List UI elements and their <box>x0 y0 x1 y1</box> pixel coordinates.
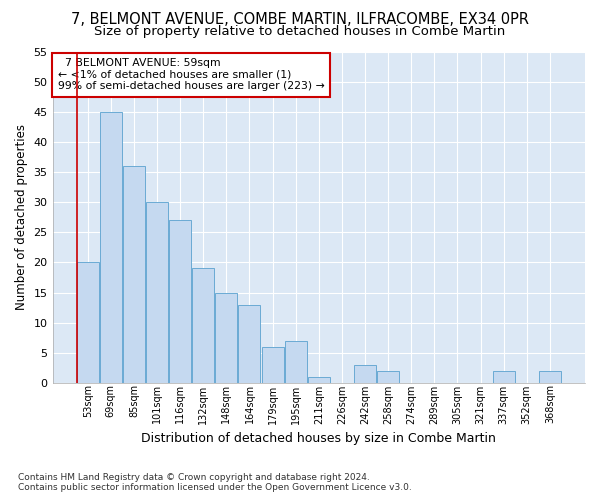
Bar <box>262 346 284 383</box>
Bar <box>146 202 168 383</box>
Text: Size of property relative to detached houses in Combe Martin: Size of property relative to detached ho… <box>94 25 506 38</box>
Y-axis label: Number of detached properties: Number of detached properties <box>15 124 28 310</box>
Bar <box>192 268 214 383</box>
Text: Contains public sector information licensed under the Open Government Licence v3: Contains public sector information licen… <box>18 484 412 492</box>
Bar <box>100 112 122 383</box>
Text: Contains HM Land Registry data © Crown copyright and database right 2024.: Contains HM Land Registry data © Crown c… <box>18 474 370 482</box>
Bar <box>354 365 376 383</box>
Text: 7 BELMONT AVENUE: 59sqm
← <1% of detached houses are smaller (1)
99% of semi-det: 7 BELMONT AVENUE: 59sqm ← <1% of detache… <box>58 58 325 92</box>
Bar <box>539 371 561 383</box>
Bar <box>123 166 145 383</box>
Bar <box>215 292 238 383</box>
Bar <box>308 377 330 383</box>
Bar <box>284 340 307 383</box>
Bar <box>77 262 98 383</box>
Bar <box>238 304 260 383</box>
Text: 7, BELMONT AVENUE, COMBE MARTIN, ILFRACOMBE, EX34 0PR: 7, BELMONT AVENUE, COMBE MARTIN, ILFRACO… <box>71 12 529 28</box>
Bar <box>493 371 515 383</box>
Bar <box>169 220 191 383</box>
Bar <box>377 371 399 383</box>
X-axis label: Distribution of detached houses by size in Combe Martin: Distribution of detached houses by size … <box>142 432 496 445</box>
